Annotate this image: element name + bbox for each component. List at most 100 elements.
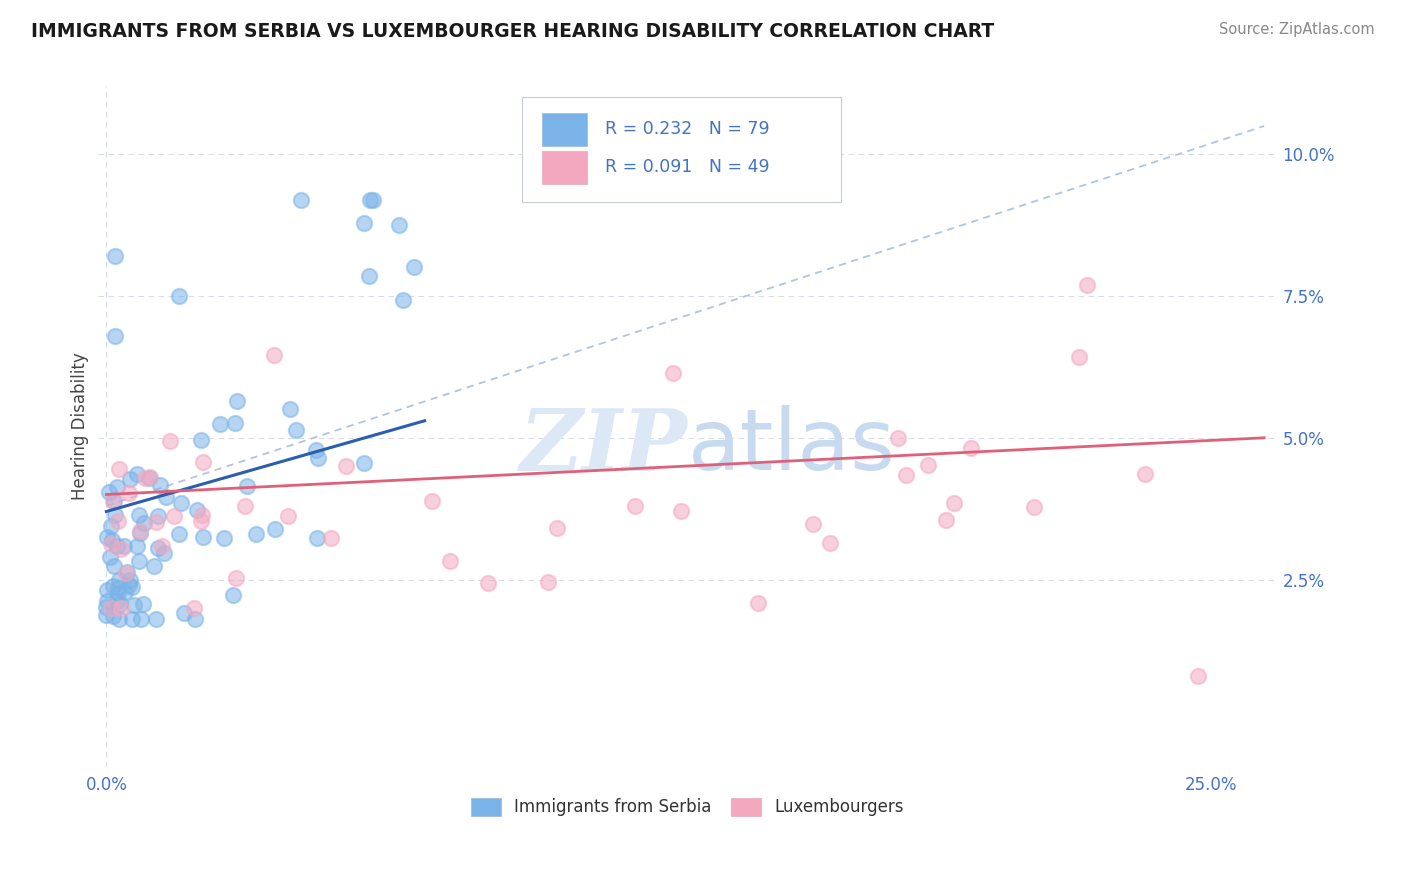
Point <box>209 417 232 432</box>
Point <box>96 594 118 608</box>
Text: Source: ZipAtlas.com: Source: ZipAtlas.com <box>1219 22 1375 37</box>
Point <box>107 581 129 595</box>
Point <box>277 509 299 524</box>
Legend: Immigrants from Serbia, Luxembourgers: Immigrants from Serbia, Luxembourgers <box>464 791 911 822</box>
Point <box>803 516 825 531</box>
Point <box>152 546 174 560</box>
Text: ZIP: ZIP <box>520 405 688 489</box>
Point <box>361 193 384 207</box>
Point <box>388 218 411 232</box>
Point <box>110 541 132 556</box>
Point <box>103 559 125 574</box>
Point <box>404 260 426 274</box>
Point <box>896 468 918 483</box>
Point <box>101 608 124 623</box>
Point <box>100 600 122 615</box>
Point <box>943 496 966 510</box>
Point <box>124 598 146 612</box>
Point <box>146 541 169 555</box>
Point <box>100 537 122 551</box>
Point <box>233 500 256 514</box>
Point <box>134 471 156 485</box>
Point <box>263 522 285 536</box>
Point <box>439 554 461 568</box>
Point <box>359 193 381 207</box>
Point <box>167 289 190 303</box>
Point <box>305 531 328 545</box>
Text: IMMIGRANTS FROM SERBIA VS LUXEMBOURGER HEARING DISABILITY CORRELATION CHART: IMMIGRANTS FROM SERBIA VS LUXEMBOURGER H… <box>31 22 994 41</box>
Point <box>138 470 160 484</box>
Point <box>115 565 138 579</box>
Point <box>115 566 138 581</box>
Point <box>120 574 142 588</box>
Point <box>131 612 153 626</box>
Point <box>110 600 132 615</box>
Point <box>107 514 129 528</box>
Point <box>108 573 131 587</box>
Point <box>150 539 173 553</box>
Point <box>290 193 312 207</box>
Point <box>917 458 939 472</box>
Point <box>121 580 143 594</box>
Point <box>661 366 683 380</box>
Point <box>167 526 190 541</box>
Point <box>118 486 141 500</box>
Point <box>128 508 150 522</box>
Point <box>285 423 308 437</box>
Point <box>101 533 124 547</box>
Point <box>138 471 160 485</box>
Point <box>145 515 167 529</box>
Point <box>537 575 560 590</box>
Point <box>96 599 118 614</box>
Point <box>1076 277 1098 292</box>
Point <box>101 579 124 593</box>
Text: R = 0.232   N = 79: R = 0.232 N = 79 <box>605 120 769 138</box>
Point <box>224 416 246 430</box>
Point <box>190 514 212 528</box>
FancyBboxPatch shape <box>522 96 841 202</box>
Y-axis label: Hearing Disability: Hearing Disability <box>72 352 89 500</box>
Point <box>125 539 148 553</box>
Point <box>149 478 172 492</box>
Point <box>112 539 135 553</box>
Point <box>818 535 841 549</box>
Point <box>477 576 499 591</box>
Point <box>118 578 141 592</box>
Point <box>236 479 259 493</box>
Point <box>107 585 129 599</box>
Point <box>1133 467 1156 482</box>
Point <box>357 268 380 283</box>
Point <box>319 531 342 545</box>
Point <box>163 508 186 523</box>
Point <box>170 495 193 509</box>
Point <box>145 612 167 626</box>
Point <box>96 530 118 544</box>
Point <box>183 600 205 615</box>
Point <box>142 559 165 574</box>
Point <box>103 494 125 508</box>
Point <box>105 594 128 608</box>
Point <box>420 493 443 508</box>
Point <box>546 521 568 535</box>
FancyBboxPatch shape <box>543 151 588 184</box>
Point <box>128 525 150 540</box>
Point <box>1024 500 1046 514</box>
Point <box>186 502 208 516</box>
FancyBboxPatch shape <box>543 113 588 145</box>
Point <box>245 527 267 541</box>
Point <box>103 508 125 523</box>
Point <box>335 459 357 474</box>
Point <box>148 509 170 524</box>
Point <box>104 249 127 263</box>
Point <box>935 513 957 527</box>
Point <box>263 347 285 361</box>
Point <box>131 597 153 611</box>
Point <box>225 571 247 585</box>
Point <box>100 519 122 533</box>
Point <box>1067 350 1090 364</box>
Point <box>225 394 247 409</box>
Point <box>191 454 214 468</box>
Point <box>128 553 150 567</box>
Point <box>353 457 375 471</box>
Point <box>307 451 329 466</box>
